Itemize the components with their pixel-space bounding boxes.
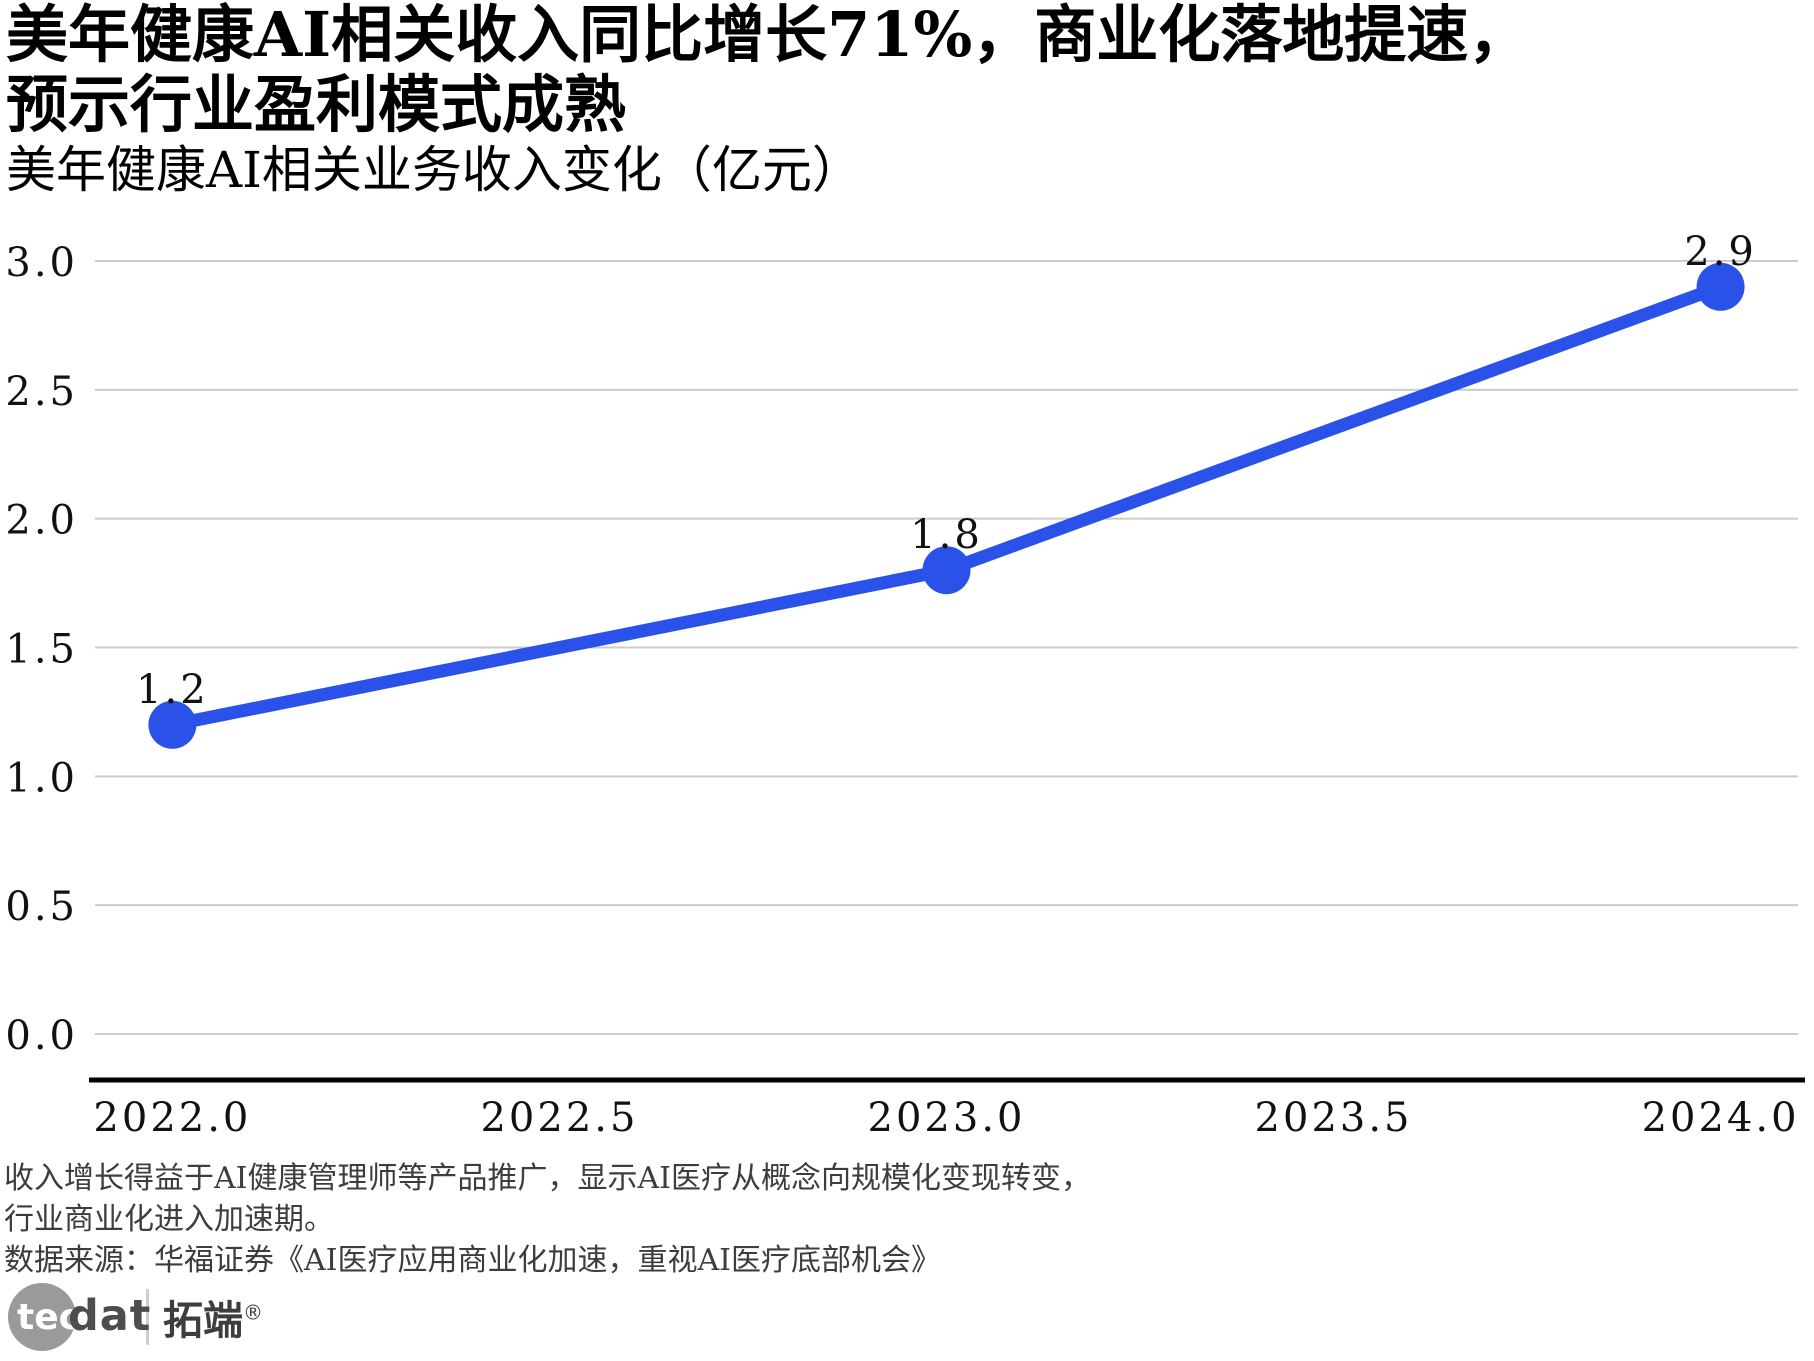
y-tick-label: 3.0 [5,240,78,286]
y-tick-label: 0.5 [5,884,78,930]
page-title-line-2: 预示行业盈利模式成熟 [6,68,627,141]
y-tick-label: 2.0 [5,498,78,544]
gridlines [95,260,1798,1035]
tecdat-logo-circle-icon [8,1283,76,1351]
tecdat-logo-dat-text: dat [68,1291,152,1341]
x-tick-label: 2022.0 [93,1095,251,1141]
x-tick-label: 2022.5 [480,1095,638,1141]
data-point [1696,262,1745,311]
chart-subtitle: 美年健康AI相关业务收入变化（亿元） [6,141,862,199]
tecdat-logo-mark: tec dat [8,1281,150,1353]
data-point-label: 1.2 [136,667,209,713]
x-tick-label: 2024.0 [1642,1095,1800,1141]
footnote-line-2: 行业商业化进入加速期。 [4,1202,334,1237]
logo-divider [146,1289,149,1345]
x-axis-tick-labels: 2022.0 2022.5 2023.0 2023.5 2024.0 [93,1095,1800,1141]
tecdat-logo-tec-text: tec [17,1297,80,1338]
title-block: 美年健康AI相关收入同比增长71%，商业化落地提速， 预示行业盈利模式成熟 美年… [6,0,1530,198]
y-tick-label: 2.5 [5,369,78,415]
x-tick-label: 2023.0 [868,1095,1026,1141]
page-title-line-1: 美年健康AI相关收入同比增长71%，商业化落地提速， [6,0,1531,71]
tecdat-logo: tec dat 拓端® [8,1281,263,1353]
logo-brand-text: 拓端® [163,1288,263,1346]
line-chart: 0.0 0.5 1.0 1.5 2.0 2.5 3.0 2022.0 2022.5 2023.0… [5,229,1805,1141]
logo-brand-name: 拓端 [163,1298,243,1344]
data-source: 数据来源：华福证券《AI医疗应用商业化加速，重视AI医疗底部机会》 [4,1243,942,1278]
y-tick-label: 1.5 [5,627,78,673]
y-axis-tick-labels: 0.0 0.5 1.0 1.5 2.0 2.5 3.0 [5,240,78,1059]
data-point [148,700,197,749]
page-title: 美年健康AI相关收入同比增长71%，商业化落地提速， 预示行业盈利模式成熟 [6,0,1530,140]
data-point [922,546,971,595]
y-tick-label: 1.0 [5,755,78,801]
data-point-label: 2.9 [1684,229,1757,275]
registered-mark-icon: ® [243,1300,263,1325]
y-tick-label: 0.0 [5,1013,78,1059]
x-tick-label: 2023.5 [1255,1095,1413,1141]
footnote-line-1: 收入增长得益于AI健康管理师等产品推广，显示AI医疗从概念向规模化变现转变， [4,1161,1092,1196]
footnotes: 收入增长得益于AI健康管理师等产品推广，显示AI医疗从概念向规模化变现转变， 行… [4,1158,1091,1281]
data-points [148,262,1745,749]
series-line [165,280,1728,732]
data-point-label: 1.8 [910,512,983,558]
data-point-labels: 1.2 1.8 2.9 [136,229,1757,713]
